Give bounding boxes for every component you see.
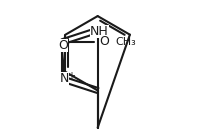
Text: -: - [69, 37, 73, 47]
Text: +: + [67, 71, 75, 81]
Text: NH: NH [90, 25, 109, 38]
Text: O: O [100, 35, 110, 48]
Text: O: O [59, 39, 68, 52]
Text: N: N [60, 72, 69, 86]
Text: CH₃: CH₃ [115, 37, 136, 47]
